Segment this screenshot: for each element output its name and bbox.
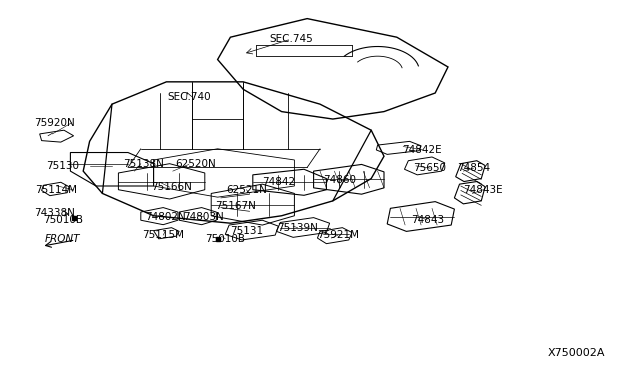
Text: 75010B: 75010B xyxy=(205,234,245,244)
Text: 75115M: 75115M xyxy=(142,230,184,240)
Text: 75010B: 75010B xyxy=(43,215,83,225)
Text: 62520N: 62520N xyxy=(175,160,216,169)
Text: FRONT: FRONT xyxy=(45,234,81,244)
Text: 75130: 75130 xyxy=(46,161,79,170)
Text: 75921M: 75921M xyxy=(317,230,359,240)
Text: 74338N: 74338N xyxy=(34,208,75,218)
Text: 74860: 74860 xyxy=(323,176,356,185)
Text: 62521N: 62521N xyxy=(226,185,267,195)
Text: 74854: 74854 xyxy=(457,163,490,173)
Text: SEC.740: SEC.740 xyxy=(167,92,211,102)
Text: 75131: 75131 xyxy=(230,227,263,236)
Text: 74843: 74843 xyxy=(411,215,444,225)
Text: 74843E: 74843E xyxy=(463,185,503,195)
Text: 74802N: 74802N xyxy=(145,212,186,221)
Text: 75166N: 75166N xyxy=(151,182,192,192)
Text: 74842: 74842 xyxy=(262,177,295,187)
Text: 75650: 75650 xyxy=(413,163,447,173)
Text: 74842E: 74842E xyxy=(403,145,442,154)
Text: 75920N: 75920N xyxy=(34,118,75,128)
Text: X750002A: X750002A xyxy=(547,349,605,358)
Text: 75139N: 75139N xyxy=(277,223,318,232)
Text: 75138N: 75138N xyxy=(124,159,164,169)
Text: 74803N: 74803N xyxy=(183,212,224,221)
Text: 75114M: 75114M xyxy=(35,185,77,195)
Text: 75167N: 75167N xyxy=(215,202,256,211)
Text: SEC.745: SEC.745 xyxy=(269,34,313,44)
